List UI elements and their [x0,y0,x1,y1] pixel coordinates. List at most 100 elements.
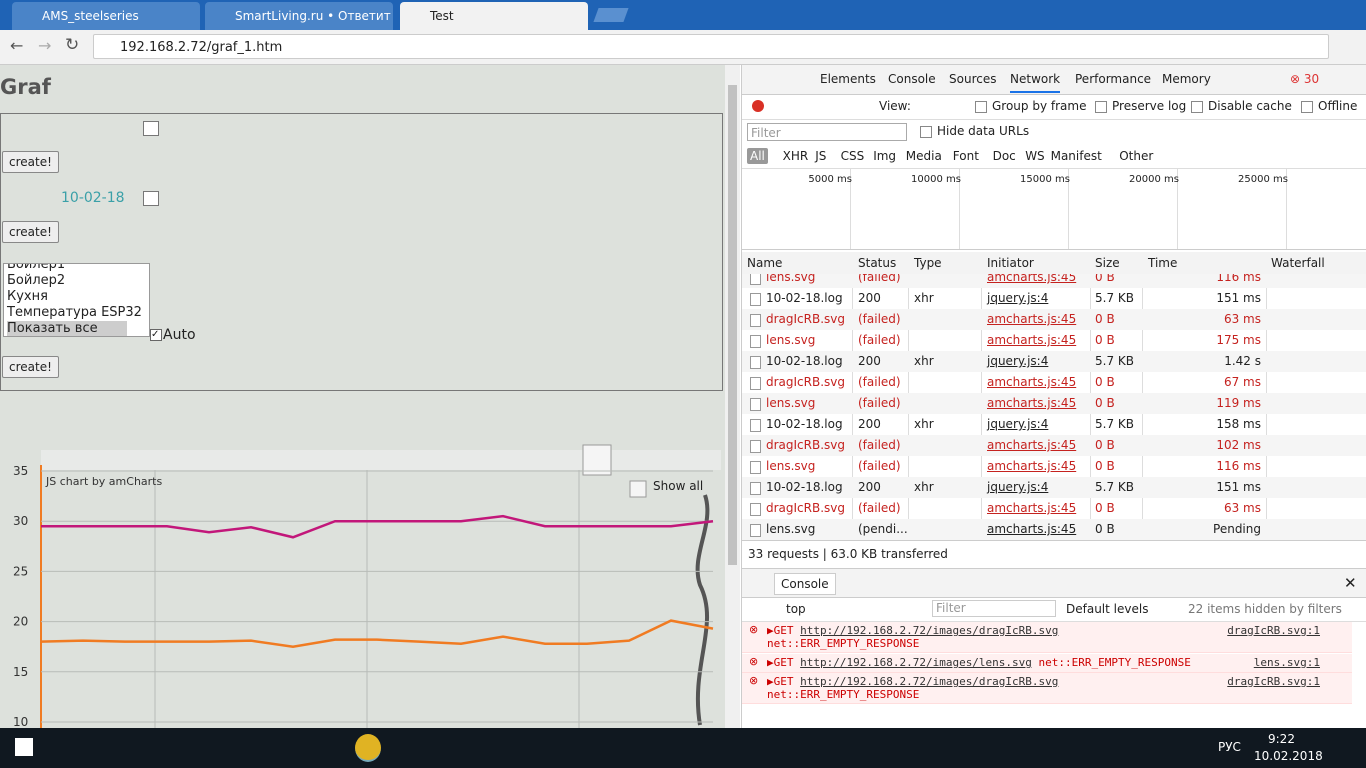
new-tab[interactable] [593,8,629,22]
type-filter-button[interactable]: Font [952,149,979,163]
request-row[interactable]: dragIcRB.svg (failed) amcharts.js:45 0 B 102… [742,435,1366,456]
date-field[interactable]: 10-02-18 [61,190,125,206]
tab[interactable]: Test [400,2,588,30]
tab[interactable]: AMS_steelseries [12,2,200,30]
create-button[interactable]: create! [2,151,59,173]
levels[interactable]: Default levels [1066,602,1149,616]
cell-type: xhr [914,417,934,431]
scroll-thumb[interactable] [728,85,737,565]
source-link[interactable]: lens.svg:1 [1253,656,1320,669]
method: GET [773,624,794,637]
context[interactable]: top [786,602,806,616]
request-row[interactable]: 10-02-18.log 200 xhr jquery.js:4 5.7 KB 158 m… [742,414,1366,435]
create-button[interactable]: create! [2,356,59,378]
type-filter-button[interactable]: XHR [782,149,809,163]
column-header[interactable]: Status [858,256,897,270]
type-filter-button[interactable]: CSS [840,149,865,163]
list-item[interactable]: Показать все [7,321,127,336]
devtools-tab[interactable]: Elements [820,72,876,86]
scrollbar[interactable] [725,65,740,728]
request-row[interactable]: dragIcRB.svg (failed) amcharts.js:45 0 B 67 … [742,372,1366,393]
request-row[interactable]: lens.svg (failed) amcharts.js:45 0 B 116 ms [742,456,1366,477]
cell-size: 0 B [1095,333,1115,347]
overview-grid [959,169,960,249]
url[interactable]: http://192.168.2.72/images/dragIcRB.svg [800,675,1059,688]
checkbox[interactable] [920,126,932,138]
column-header[interactable]: Initiator [987,256,1034,270]
lens-icon[interactable] [582,444,612,476]
drawer-header: Console ✕ [742,568,1366,598]
devtools-tab[interactable]: Network [1010,72,1061,93]
devtools-tab[interactable]: Performance [1075,72,1152,86]
url[interactable]: http://192.168.2.72/images/lens.svg [800,656,1032,669]
type-filter-button[interactable]: All [747,148,768,164]
column-header[interactable]: Waterfall [1271,256,1325,270]
type-filter-button[interactable]: Media [905,149,942,163]
checkbox[interactable] [975,101,987,113]
close-button[interactable]: ✕ [1344,574,1357,592]
source-link[interactable]: dragIcRB.svg:1 [1227,675,1320,688]
request-row[interactable]: 10-02-18.log 200 xhr jquery.js:4 5.7 KB 1.42 … [742,351,1366,372]
type-filter-button[interactable]: JS [815,149,827,163]
listbox[interactable]: Бойлер1 Бойлер2 Кухня Температура ESP32 Пока… [3,263,150,337]
show-all[interactable]: Show all [653,479,703,493]
request-row[interactable]: 10-02-18.log 200 xhr jquery.js:4 5.7 KB 151 m… [742,288,1366,309]
type-filter-button[interactable]: WS [1025,149,1045,163]
calendar-icon[interactable] [143,121,159,136]
column-header[interactable]: Time [1148,256,1178,270]
url[interactable]: http://192.168.2.72/images/dragIcRB.svg [800,624,1059,637]
chrome-icon[interactable] [355,734,381,762]
request-row[interactable]: 10-02-18.log 200 xhr jquery.js:4 5.7 KB 151 m… [742,477,1366,498]
error-count[interactable]: ⊗ 30 [1290,72,1319,86]
console-filter[interactable]: Filter [932,600,1056,617]
type-filter-button[interactable]: Manifest [1050,149,1102,163]
request-row[interactable]: lens.svg (failed) amcharts.js:45 0 B 175 ms [742,330,1366,351]
record-button[interactable] [752,100,764,112]
list-item[interactable]: Температура ESP32 [7,305,142,320]
drawer-tab[interactable]: Console [774,573,836,595]
omnibox[interactable]: 192.168.2.72/graf_1.htm [93,34,1329,59]
back-button[interactable]: ← [10,36,24,55]
type-filter: All XHR JS CSS Img Media Font Doc WS Manifest Othe… [742,146,1366,169]
devtools-tab[interactable]: Memory [1162,72,1211,86]
tab[interactable]: SmartLiving.ru • Ответит [205,2,393,30]
column-header[interactable]: Type [914,256,942,270]
checkbox[interactable] [1095,101,1107,113]
request-row[interactable]: dragIcRB.svg (failed) amcharts.js:45 0 B 63 … [742,309,1366,330]
cell-name: 10-02-18.log [766,417,843,431]
checkbox[interactable] [1301,101,1313,113]
devtools-tab[interactable]: Console [888,72,936,86]
calendar-icon[interactable] [143,191,159,206]
start-button[interactable] [15,738,33,756]
list-item[interactable]: Бойлер2 [7,273,66,288]
request-row[interactable]: lens.svg (failed) amcharts.js:45 0 B 116 ms [742,274,1366,288]
filter-input[interactable]: Filter [747,123,907,141]
type-filter-button[interactable]: Doc [992,149,1016,163]
request-row[interactable]: lens.svg (pendi... amcharts.js:45 0 B Pendin… [742,519,1366,540]
show-all-icon[interactable] [629,480,647,498]
checkbox[interactable] [1191,101,1203,113]
option-label: Disable cache [1208,99,1292,113]
error-text: net::ERR_EMPTY_RESPONSE [767,637,920,650]
request-row[interactable]: dragIcRB.svg (failed) amcharts.js:45 0 B 63 … [742,498,1366,519]
file-icon [750,377,761,390]
request-row[interactable]: lens.svg (failed) amcharts.js:45 0 B 119 ms [742,393,1366,414]
auto-checkbox[interactable]: ✓ [150,329,162,341]
type-filter-button[interactable]: Img [873,149,897,163]
column-header[interactable]: Size [1095,256,1120,270]
scrollbar-area [41,450,721,470]
type-filter-button[interactable]: Other [1119,149,1154,163]
console-toolbar: top Filter Default levels 22 items hidde… [742,597,1366,622]
column-header[interactable]: Name [747,256,783,270]
cell-status: 200 [858,354,881,368]
source-link[interactable]: dragIcRB.svg:1 [1227,624,1320,637]
forward-button[interactable]: → [38,36,52,55]
list-item[interactable]: Бойлер1 [7,263,66,272]
error-icon: ⊗ [749,655,759,668]
file-icon [750,314,761,327]
option-label: Offline [1318,99,1358,113]
create-button[interactable]: create! [2,221,59,243]
list-item[interactable]: Кухня [7,289,48,304]
devtools-tab[interactable]: Sources [949,72,997,86]
reload-button[interactable]: ↻ [65,35,80,55]
